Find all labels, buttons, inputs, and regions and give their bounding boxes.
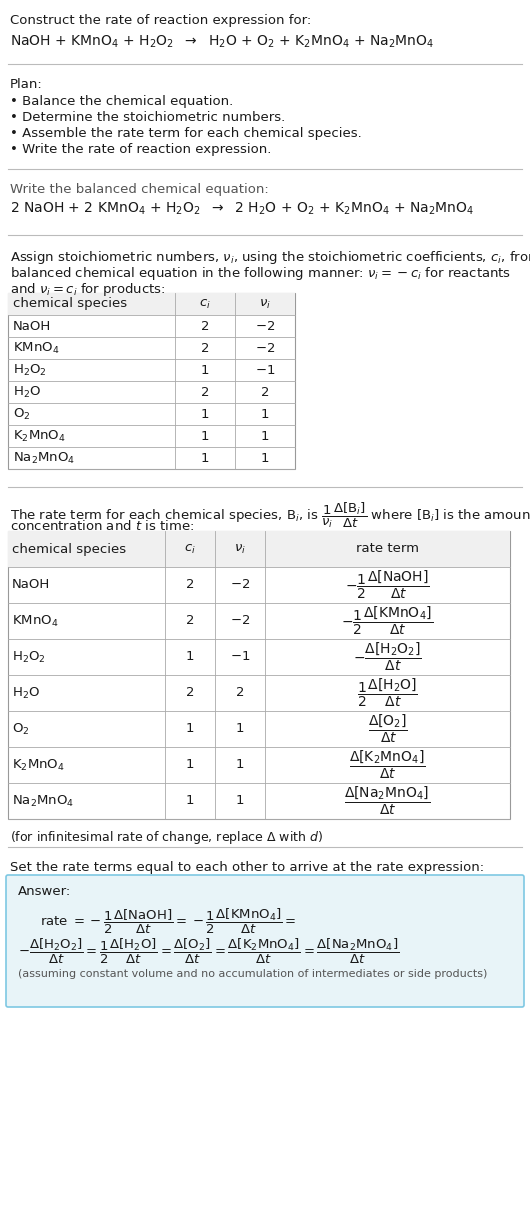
Text: 1: 1 — [261, 408, 269, 421]
Text: 1: 1 — [201, 363, 209, 376]
Text: $-\dfrac{1}{2}\dfrac{\Delta[\mathrm{KMnO_4}]}{\Delta t}$: $-\dfrac{1}{2}\dfrac{\Delta[\mathrm{KMnO… — [341, 605, 434, 637]
Text: • Assemble the rate term for each chemical species.: • Assemble the rate term for each chemic… — [10, 127, 362, 140]
Text: 2: 2 — [201, 386, 209, 398]
Text: $-\dfrac{1}{2}\dfrac{\Delta[\mathrm{NaOH}]}{\Delta t}$: $-\dfrac{1}{2}\dfrac{\Delta[\mathrm{NaOH… — [345, 569, 430, 601]
Text: chemical species: chemical species — [12, 543, 126, 556]
Text: 2: 2 — [186, 615, 195, 627]
Text: balanced chemical equation in the following manner: $\nu_i = -c_i$ for reactants: balanced chemical equation in the follow… — [10, 265, 511, 282]
Text: rate term: rate term — [356, 543, 419, 556]
Text: NaOH: NaOH — [12, 579, 50, 591]
Text: $c_i$: $c_i$ — [184, 543, 196, 556]
Text: (assuming constant volume and no accumulation of intermediates or side products): (assuming constant volume and no accumul… — [18, 968, 488, 979]
Text: concentration and $t$ is time:: concentration and $t$ is time: — [10, 519, 194, 533]
Text: K$_2$MnO$_4$: K$_2$MnO$_4$ — [13, 428, 66, 444]
Text: Na$_2$MnO$_4$: Na$_2$MnO$_4$ — [13, 451, 75, 466]
Text: 1: 1 — [261, 429, 269, 443]
Text: • Write the rate of reaction expression.: • Write the rate of reaction expression. — [10, 144, 271, 156]
Text: 2: 2 — [201, 320, 209, 333]
Text: Assign stoichiometric numbers, $\nu_i$, using the stoichiometric coefficients, $: Assign stoichiometric numbers, $\nu_i$, … — [10, 248, 530, 267]
Text: O$_2$: O$_2$ — [13, 406, 30, 422]
Text: 1: 1 — [201, 429, 209, 443]
Text: Na$_2$MnO$_4$: Na$_2$MnO$_4$ — [12, 794, 74, 808]
Text: $-1$: $-1$ — [230, 650, 250, 663]
Text: 1: 1 — [186, 795, 195, 808]
Text: KMnO$_4$: KMnO$_4$ — [13, 340, 59, 356]
Text: rate $= -\dfrac{1}{2}\dfrac{\Delta[\mathrm{NaOH}]}{\Delta t} = -\dfrac{1}{2}\dfr: rate $= -\dfrac{1}{2}\dfrac{\Delta[\math… — [40, 907, 296, 936]
Bar — [8, 293, 295, 469]
Text: KMnO$_4$: KMnO$_4$ — [12, 614, 58, 628]
Text: 1: 1 — [201, 408, 209, 421]
Text: H$_2$O: H$_2$O — [13, 385, 41, 399]
Text: $\nu_i$: $\nu_i$ — [234, 543, 246, 556]
Text: Set the rate terms equal to each other to arrive at the rate expression:: Set the rate terms equal to each other t… — [10, 861, 484, 874]
Text: $-\dfrac{\Delta[\mathrm{H_2O_2}]}{\Delta t} = \dfrac{1}{2}\dfrac{\Delta[\mathrm{: $-\dfrac{\Delta[\mathrm{H_2O_2}]}{\Delta… — [18, 937, 399, 966]
Text: H$_2$O: H$_2$O — [12, 685, 40, 701]
Text: • Balance the chemical equation.: • Balance the chemical equation. — [10, 95, 233, 109]
Text: $\dfrac{\Delta[\mathrm{O_2}]}{\Delta t}$: $\dfrac{\Delta[\mathrm{O_2}]}{\Delta t}$ — [367, 713, 408, 745]
Text: $\dfrac{1}{2}\dfrac{\Delta[\mathrm{H_2O}]}{\Delta t}$: $\dfrac{1}{2}\dfrac{\Delta[\mathrm{H_2O}… — [357, 677, 418, 709]
Text: H$_2$O$_2$: H$_2$O$_2$ — [13, 363, 47, 377]
Text: 2 NaOH + 2 KMnO$_4$ + H$_2$O$_2$  $\rightarrow$  2 H$_2$O + O$_2$ + K$_2$MnO$_4$: 2 NaOH + 2 KMnO$_4$ + H$_2$O$_2$ $\right… — [10, 201, 474, 217]
Text: Plan:: Plan: — [10, 78, 43, 90]
Text: $-2$: $-2$ — [255, 341, 275, 355]
Text: Construct the rate of reaction expression for:: Construct the rate of reaction expressio… — [10, 14, 311, 27]
Text: O$_2$: O$_2$ — [12, 721, 30, 737]
Text: K$_2$MnO$_4$: K$_2$MnO$_4$ — [12, 757, 65, 773]
Text: The rate term for each chemical species, B$_i$, is $\dfrac{1}{\nu_i}\dfrac{\Delt: The rate term for each chemical species,… — [10, 500, 530, 531]
Text: 1: 1 — [236, 722, 244, 736]
Text: $-2$: $-2$ — [255, 320, 275, 333]
Text: NaOH + KMnO$_4$ + H$_2$O$_2$  $\rightarrow$  H$_2$O + O$_2$ + K$_2$MnO$_4$ + Na$: NaOH + KMnO$_4$ + H$_2$O$_2$ $\rightarro… — [10, 34, 435, 51]
Text: 1: 1 — [186, 650, 195, 663]
Bar — [8, 531, 510, 819]
Text: H$_2$O$_2$: H$_2$O$_2$ — [12, 650, 46, 665]
Text: 1: 1 — [261, 451, 269, 464]
Text: $-2$: $-2$ — [230, 615, 250, 627]
Text: 2: 2 — [236, 686, 244, 699]
Text: and $\nu_i = c_i$ for products:: and $\nu_i = c_i$ for products: — [10, 281, 165, 298]
Text: 1: 1 — [236, 795, 244, 808]
Text: 1: 1 — [186, 722, 195, 736]
FancyBboxPatch shape — [6, 876, 524, 1007]
Bar — [8, 531, 510, 567]
Text: 2: 2 — [261, 386, 269, 398]
Text: Write the balanced chemical equation:: Write the balanced chemical equation: — [10, 183, 269, 197]
Text: $\dfrac{\Delta[\mathrm{K_2MnO_4}]}{\Delta t}$: $\dfrac{\Delta[\mathrm{K_2MnO_4}]}{\Delt… — [349, 749, 426, 781]
Text: NaOH: NaOH — [13, 320, 51, 333]
Text: chemical species: chemical species — [13, 298, 127, 310]
Text: 1: 1 — [236, 759, 244, 772]
Text: $-2$: $-2$ — [230, 579, 250, 591]
Text: $-\dfrac{\Delta[\mathrm{H_2O_2}]}{\Delta t}$: $-\dfrac{\Delta[\mathrm{H_2O_2}]}{\Delta… — [353, 640, 422, 673]
Text: Answer:: Answer: — [18, 885, 71, 898]
Text: • Determine the stoichiometric numbers.: • Determine the stoichiometric numbers. — [10, 111, 285, 124]
Text: $-1$: $-1$ — [255, 363, 275, 376]
Text: $\nu_i$: $\nu_i$ — [259, 298, 271, 311]
Text: (for infinitesimal rate of change, replace $\Delta$ with $d$): (for infinitesimal rate of change, repla… — [10, 829, 323, 845]
Text: $c_i$: $c_i$ — [199, 298, 211, 311]
Text: 2: 2 — [186, 579, 195, 591]
Text: 1: 1 — [186, 759, 195, 772]
Text: 2: 2 — [186, 686, 195, 699]
Text: $\dfrac{\Delta[\mathrm{Na_2MnO_4}]}{\Delta t}$: $\dfrac{\Delta[\mathrm{Na_2MnO_4}]}{\Del… — [344, 785, 431, 818]
Bar — [8, 293, 295, 315]
Text: 1: 1 — [201, 451, 209, 464]
Text: 2: 2 — [201, 341, 209, 355]
